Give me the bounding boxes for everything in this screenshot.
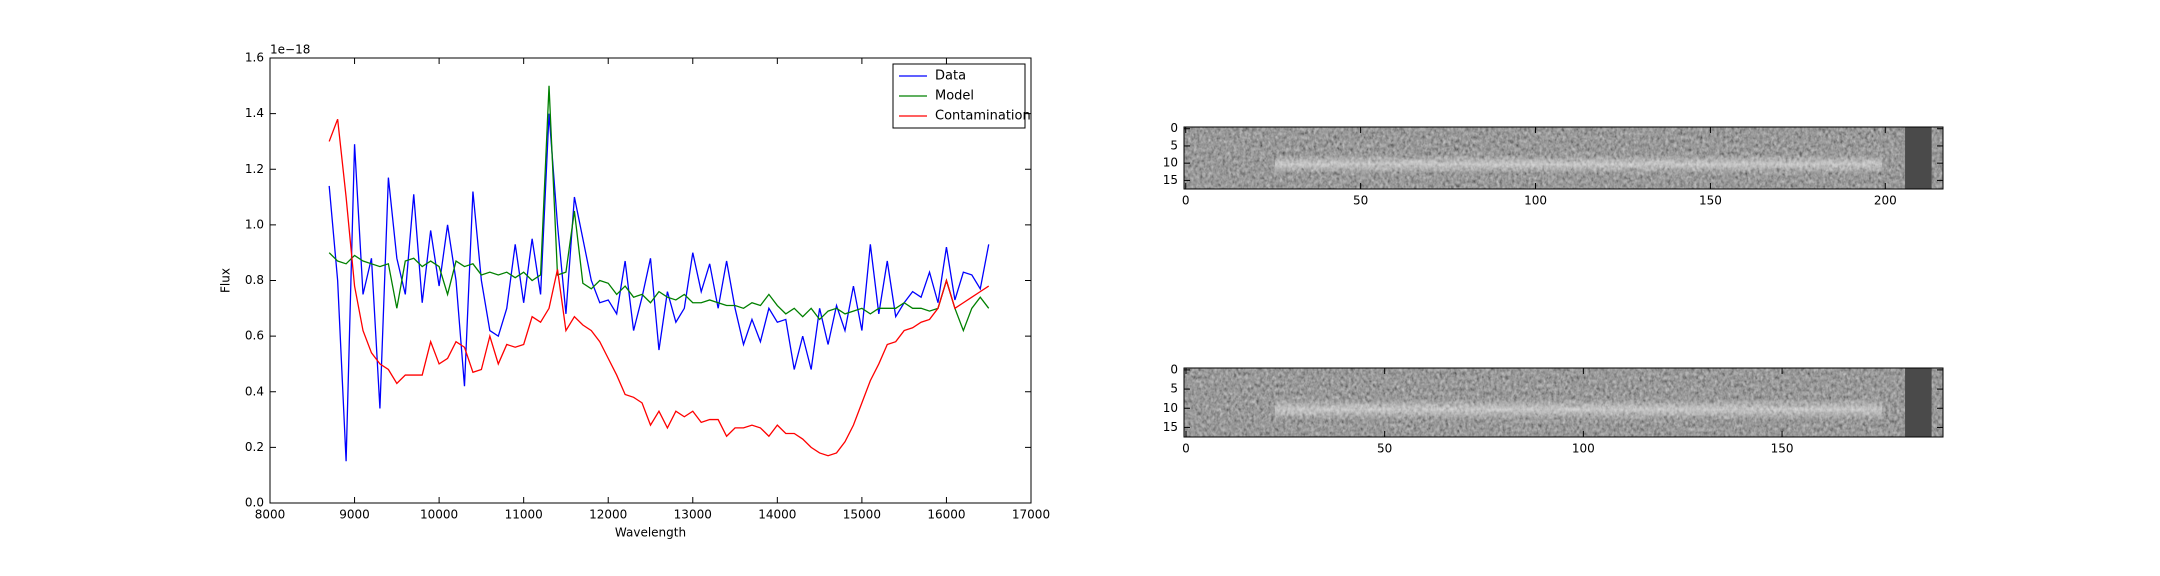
image-frame — [1183, 367, 1944, 438]
x-tick-label: 150 — [1699, 194, 1722, 208]
y-tick-label: 0.6 — [245, 329, 264, 343]
y-tick-label: 0.8 — [245, 273, 264, 287]
x-tick-label: 14000 — [758, 508, 796, 522]
x-tick-label: 11000 — [505, 508, 543, 522]
y-tick-label: 1.2 — [245, 162, 264, 176]
legend-label: Contamination — [935, 109, 1031, 124]
data-line — [328, 118, 990, 457]
y-tick-label: 5 — [1170, 138, 1178, 152]
x-tick-label: 100 — [1572, 442, 1595, 456]
x-tick-label: 200 — [1874, 194, 1897, 208]
x-tick-label: 12000 — [589, 508, 627, 522]
x-tick-label: 50 — [1377, 442, 1392, 456]
x-tick-label: 150 — [1771, 442, 1794, 456]
data-line — [328, 113, 990, 462]
y-tick-label: 10 — [1163, 156, 1178, 170]
legend-label: Model — [935, 89, 974, 104]
x-tick-label: 8000 — [255, 508, 286, 522]
x-tick-label: 13000 — [674, 508, 712, 522]
y-tick-label: 15 — [1163, 420, 1178, 434]
y-tick-label: 1.6 — [245, 51, 264, 65]
y-tick-label: 10 — [1163, 401, 1178, 415]
y-tick-label: 15 — [1163, 173, 1178, 187]
image-frame — [1183, 126, 1944, 190]
legend-label: Data — [935, 69, 966, 84]
x-axis-label: Wavelength — [615, 526, 686, 540]
x-tick-label: 10000 — [420, 508, 458, 522]
plot-frame — [269, 57, 1032, 504]
image-trace — [1275, 154, 1883, 174]
x-tick-label: 100 — [1524, 194, 1547, 208]
x-tick-label: 16000 — [927, 508, 965, 522]
x-tick-label: 15000 — [843, 508, 881, 522]
image-blank — [1905, 368, 1932, 437]
y-tick-label: 0.2 — [245, 440, 264, 454]
y-tick-label: 0.0 — [245, 496, 264, 510]
x-tick-label: 50 — [1353, 194, 1368, 208]
x-tick-label: 17000 — [1012, 508, 1050, 522]
y-tick-label: 0 — [1170, 121, 1178, 135]
offset-label: 1e−18 — [270, 43, 310, 57]
x-tick-label: 0 — [1182, 194, 1190, 208]
y-tick-label: 0 — [1170, 362, 1178, 376]
x-tick-label: 0 — [1182, 442, 1190, 456]
y-tick-label: 1.0 — [245, 217, 264, 231]
y-tick-label: 0.4 — [245, 384, 264, 398]
image-trace — [1275, 399, 1883, 420]
x-tick-label: 9000 — [339, 508, 370, 522]
data-line — [328, 85, 990, 333]
y-tick-label: 1.4 — [245, 106, 264, 120]
image-blank — [1905, 127, 1932, 189]
y-axis-label: Flux — [219, 268, 233, 293]
y-tick-label: 5 — [1170, 382, 1178, 396]
